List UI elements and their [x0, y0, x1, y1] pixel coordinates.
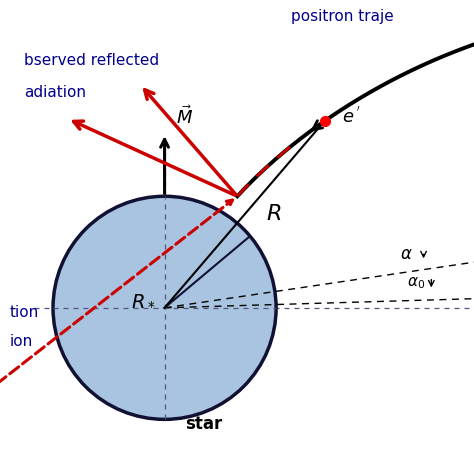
Text: positron traje: positron traje: [291, 9, 393, 24]
Text: tion: tion: [9, 305, 38, 320]
Text: $\alpha_0$: $\alpha_0$: [407, 276, 425, 292]
Text: $R$: $R$: [266, 204, 282, 224]
Text: $\alpha$: $\alpha$: [400, 246, 412, 264]
Text: $\vec{M}$: $\vec{M}$: [176, 106, 193, 128]
Text: bserved reflected: bserved reflected: [24, 53, 159, 68]
Text: ion: ion: [9, 334, 33, 349]
Circle shape: [53, 196, 276, 419]
Text: $e^{\,'} $: $e^{\,'} $: [342, 106, 360, 127]
Text: star: star: [185, 415, 222, 433]
Text: adiation: adiation: [24, 85, 86, 100]
Text: $R_*$: $R_*$: [131, 291, 155, 310]
